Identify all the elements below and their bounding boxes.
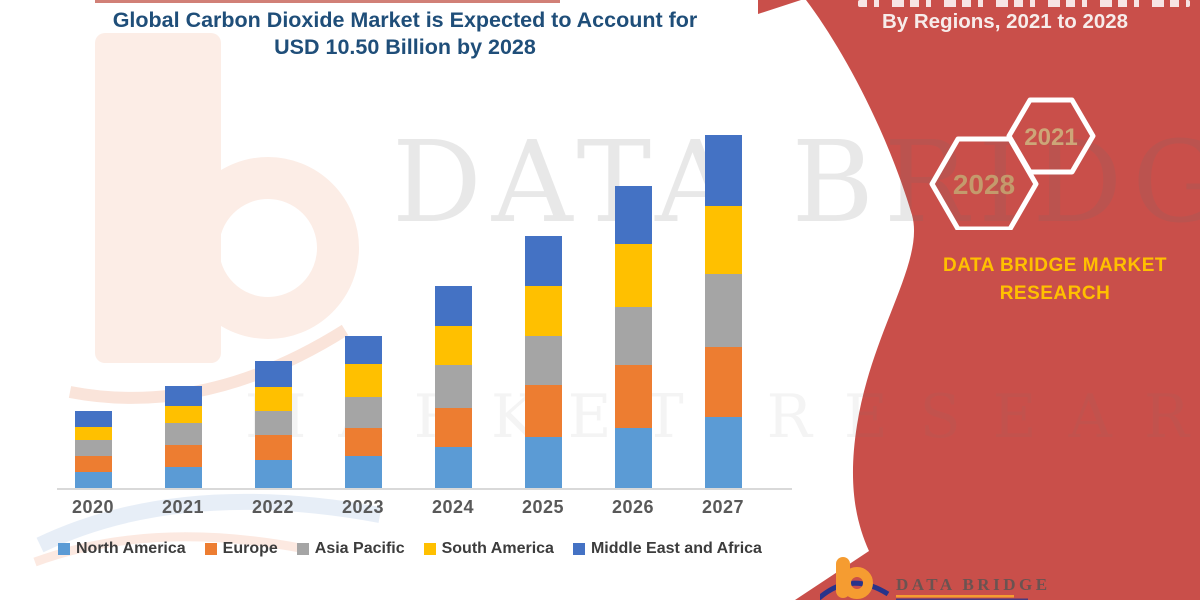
bar-segment: [524, 236, 562, 286]
stacked-bar-2026: [614, 186, 652, 488]
stacked-bar-2025: [524, 236, 562, 488]
bar-segment: [614, 307, 652, 365]
footer-logo: DATA BRIDGE: [820, 557, 1051, 600]
bar-segment: [74, 440, 112, 456]
legend-item: South America: [423, 540, 554, 558]
bar-segment: [164, 406, 202, 423]
bar-segment: [254, 460, 292, 488]
bar-segment: [614, 244, 652, 307]
bar-segment: [344, 428, 382, 456]
x-axis-label-2027: 2027: [701, 497, 745, 517]
bar-segment: [704, 417, 742, 488]
stacked-bar-2024: [434, 286, 472, 488]
legend-swatch-icon: [204, 543, 217, 555]
footer-logo-text: DATA BRIDGE: [896, 575, 1051, 594]
bar-segment: [164, 423, 202, 445]
hexagon-2021-label: 2021: [1024, 124, 1077, 151]
watermark-b-logo: [33, 33, 382, 567]
bar-segment: [434, 447, 472, 488]
bar-segment: [614, 365, 652, 428]
bar-segment: [74, 427, 112, 440]
brand-line2: RESEARCH: [999, 283, 1111, 304]
legend-label: North America: [76, 540, 186, 557]
bar-segment: [74, 411, 112, 427]
x-axis-label-2026: 2026: [611, 497, 655, 517]
bar-segment: [254, 361, 292, 387]
bar-segment: [704, 347, 742, 417]
legend-swatch-icon: [296, 543, 309, 555]
cropped-headline-remnant: [858, 0, 1190, 7]
chart-title: Global Carbon Dioxide Market is Expected…: [55, 7, 755, 61]
footer-logo-subtext-cropped: [896, 598, 1028, 600]
legend-swatch-icon: [572, 543, 585, 555]
footer-logo-b-bowl: [841, 567, 873, 599]
footer-logo-underline: [896, 595, 1014, 598]
watermark-data-bridge: DATA BRIDGE: [392, 118, 1200, 248]
legend-item: Middle East and Africa: [572, 540, 762, 558]
bar-segment: [254, 411, 292, 435]
x-axis-line: [57, 488, 792, 490]
bar-segment: [344, 364, 382, 397]
footer-logo-swoosh: [820, 580, 890, 600]
stacked-bar-2021: [164, 386, 202, 488]
bar-segment: [254, 387, 292, 411]
legend-item: Asia Pacific: [296, 540, 405, 558]
bar-segment: [434, 326, 472, 365]
x-axis-label-2021: 2021: [161, 497, 205, 517]
hexagon-2021: 2021: [1006, 97, 1096, 175]
bar-segment: [704, 135, 742, 206]
legend-item: Europe: [204, 540, 278, 558]
bar-segment: [344, 336, 382, 364]
red-panel-shape: [795, 0, 1200, 600]
bar-segment: [524, 286, 562, 336]
bar-segment: [434, 408, 472, 447]
hexagon-2028-label: 2028: [953, 169, 1015, 200]
bar-segment: [164, 386, 202, 406]
bar-segment: [614, 186, 652, 244]
bar-segment: [164, 467, 202, 488]
x-axis-label-2022: 2022: [251, 497, 295, 517]
bar-segment: [704, 206, 742, 274]
bar-segment: [614, 428, 652, 488]
stacked-bar-2020: [74, 411, 112, 488]
legend-label: Asia Pacific: [314, 540, 405, 557]
bar-segment: [344, 397, 382, 428]
x-axis-label-2024: 2024: [431, 497, 475, 517]
bar-segment: [524, 437, 562, 488]
stacked-bar-2027: [704, 135, 742, 488]
bar-segment: [434, 365, 472, 408]
stacked-bar-2022: [254, 361, 292, 488]
legend-label: South America: [441, 540, 554, 557]
top-red-wedge: [758, 0, 801, 14]
bar-segment: [344, 456, 382, 488]
legend-swatch-icon: [423, 543, 436, 555]
x-axis-label-2020: 2020: [71, 497, 115, 517]
hexagon-2028: 2028: [929, 136, 1039, 230]
bar-segment: [254, 435, 292, 460]
bar-segment: [74, 472, 112, 488]
top-cropped-strip: [95, 0, 560, 3]
brand-name: DATA BRIDGE MARKET RESEARCH: [920, 252, 1190, 308]
legend-item: North America: [58, 540, 186, 558]
brand-line1: DATA BRIDGE MARKET: [943, 255, 1167, 276]
x-axis-label-2025: 2025: [521, 497, 565, 517]
x-axis-label-2023: 2023: [341, 497, 385, 517]
stacked-bar-2023: [344, 336, 382, 488]
chart-legend: North America Europe Asia Pacific South Ame…: [58, 540, 781, 558]
chart-title-line1: Global Carbon Dioxide Market is Expected…: [112, 8, 698, 32]
bar-segment: [164, 445, 202, 467]
bar-segment: [524, 336, 562, 385]
panel-subtitle: By Regions, 2021 to 2028: [881, 10, 1129, 33]
bar-segment: [524, 385, 562, 437]
bar-segment: [434, 286, 472, 326]
legend-swatch-icon: [58, 543, 70, 555]
legend-label: Middle East and Africa: [590, 540, 762, 557]
bar-segment: [74, 456, 112, 472]
year-hexagons: 2028 2021: [929, 97, 1096, 230]
bar-segment: [704, 274, 742, 347]
chart-title-line2: USD 10.50 Billion by 2028: [274, 35, 536, 59]
legend-label: Europe: [222, 540, 278, 557]
